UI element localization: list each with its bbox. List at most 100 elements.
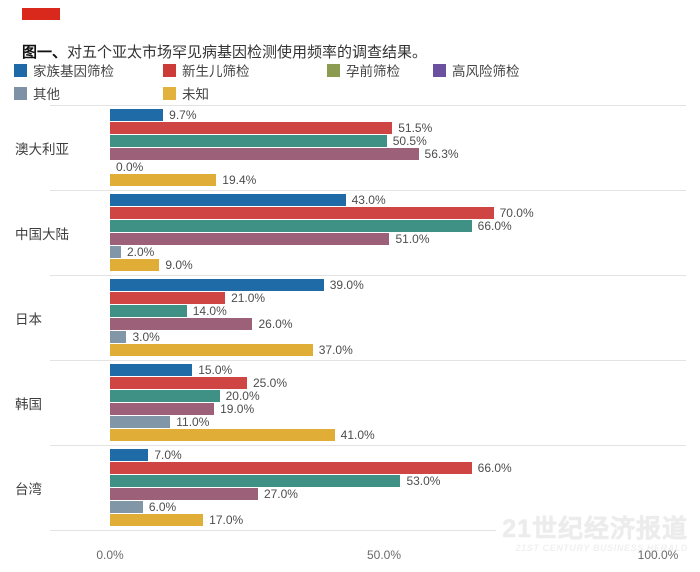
bar-row: 17.0% xyxy=(110,513,700,527)
group-separator xyxy=(50,360,686,361)
bar-value-label: 66.0% xyxy=(477,461,512,475)
figure-title-prefix: 图一、 xyxy=(22,44,68,61)
chart-bottom-separator xyxy=(50,530,686,531)
bar-value-label: 50.5% xyxy=(392,134,427,148)
bar-value-label: 25.0% xyxy=(253,376,288,390)
bar-group: 39.0% 21.0% 14.0% 26.0% 3.0% 37.0% xyxy=(110,278,700,357)
figure-marker xyxy=(22,8,60,20)
bar-group: 15.0% 25.0% 20.0% 19.0% 11.0% 41.0% xyxy=(110,363,700,442)
bar xyxy=(110,246,121,258)
bar xyxy=(110,318,253,330)
bar-row: 2.0% xyxy=(110,245,700,259)
group-separator xyxy=(50,190,686,191)
bar-row: 37.0% xyxy=(110,343,700,357)
bar-value-label: 41.0% xyxy=(340,428,375,442)
bar-value-label: 26.0% xyxy=(258,317,293,331)
legend-item: 家族基因筛检 xyxy=(14,60,114,80)
bar-value-label: 70.0% xyxy=(499,206,534,220)
legend-item: 孕前筛检 xyxy=(327,60,400,80)
bar-row: 25.0% xyxy=(110,376,700,390)
legend-label: 孕前筛检 xyxy=(346,64,400,79)
bar-row: 3.0% xyxy=(110,330,700,344)
bar-value-label: 11.0% xyxy=(176,415,210,429)
bar-value-label: 19.0% xyxy=(220,402,255,416)
bar-value-label: 51.5% xyxy=(398,121,433,135)
bar xyxy=(110,109,164,121)
category-label: 台湾 xyxy=(15,481,42,497)
bar xyxy=(110,259,160,271)
bar xyxy=(110,122,393,134)
group-separator xyxy=(50,445,686,446)
bar-value-label: 19.4% xyxy=(222,173,257,187)
bar-value-label: 51.0% xyxy=(395,232,430,246)
bar xyxy=(110,292,226,304)
bar-row: 51.0% xyxy=(110,232,700,246)
bar-row: 70.0% xyxy=(110,206,700,220)
bar xyxy=(110,331,127,343)
figure-title-text: 对五个亚太市场罕见病基因检测使用频率的调查结果。 xyxy=(67,44,428,61)
bar-row: 43.0% xyxy=(110,193,700,207)
category-label: 韩国 xyxy=(15,396,42,412)
bar xyxy=(110,194,346,206)
bar-row: 11.0% xyxy=(110,415,700,429)
bar-row: 51.5% xyxy=(110,121,700,135)
bar-row: 6.0% xyxy=(110,500,700,514)
legend-swatch xyxy=(163,63,176,77)
bar-row: 26.0% xyxy=(110,317,700,331)
bar-value-label: 21.0% xyxy=(231,291,266,305)
bar xyxy=(110,377,247,389)
bar-row: 0.0% xyxy=(110,160,700,174)
legend-swatch xyxy=(163,86,176,100)
x-tick-label: 0.0% xyxy=(96,548,124,562)
bar-value-label: 9.7% xyxy=(169,108,197,122)
bar-value-label: 37.0% xyxy=(318,343,353,357)
bar xyxy=(110,364,193,376)
bar-value-label: 17.0% xyxy=(209,513,244,527)
bar-value-label: 14.0% xyxy=(192,304,227,318)
legend-swatch xyxy=(14,86,27,100)
bar-row: 15.0% xyxy=(110,363,700,377)
watermark-en-text: 21ST CENTURY BUSINESS HERALD xyxy=(515,543,688,553)
bar-row: 66.0% xyxy=(110,461,700,475)
bar xyxy=(110,390,220,402)
bar xyxy=(110,233,390,245)
bar-row: 53.0% xyxy=(110,474,700,488)
legend-row: 家族基因筛检 新生儿筛检 孕前筛检 高风险筛检 xyxy=(14,58,694,81)
bar xyxy=(110,344,313,356)
bar-value-label: 43.0% xyxy=(351,193,386,207)
bar-chart: 澳大利亚 9.7% 51.5% 50.5% 56.3% 0.0% 19.4% 中国大陆 43.0… xyxy=(0,105,700,531)
group-separator xyxy=(50,105,686,106)
bar xyxy=(110,135,387,147)
bar-value-label: 20.0% xyxy=(225,389,260,403)
bar-row: 19.0% xyxy=(110,402,700,416)
chart-group: 中国大陆 43.0% 70.0% 66.0% 51.0% 2.0% 9.0% xyxy=(0,190,700,275)
figure-title: 图一、对五个亚太市场罕见病基因检测使用频率的调查结果。 xyxy=(22,41,427,62)
bar-group: 9.7% 51.5% 50.5% 56.3% 0.0% 19.4% xyxy=(110,108,700,187)
bar xyxy=(110,416,171,428)
bar-value-label: 56.3% xyxy=(424,147,459,161)
bar-value-label: 53.0% xyxy=(406,474,441,488)
bar xyxy=(110,514,204,526)
bar xyxy=(110,207,494,219)
bar-value-label: 0.0% xyxy=(116,160,144,174)
bar xyxy=(110,501,143,513)
chart-group: 日本 39.0% 21.0% 14.0% 26.0% 3.0% 37.0% xyxy=(0,275,700,360)
bar-row: 66.0% xyxy=(110,219,700,233)
chart-group: 韩国 15.0% 25.0% 20.0% 19.0% 11.0% 41.0% xyxy=(0,360,700,445)
bar-row: 19.4% xyxy=(110,173,700,187)
bar-row: 21.0% xyxy=(110,291,700,305)
bar-value-label: 7.0% xyxy=(154,448,182,462)
bar-value-label: 9.0% xyxy=(165,258,193,272)
legend-item: 高风险筛检 xyxy=(433,60,520,80)
chart-legend: 家族基因筛检 新生儿筛检 孕前筛检 高风险筛检 其他 未知 xyxy=(14,58,694,104)
bar-row: 14.0% xyxy=(110,304,700,318)
bar xyxy=(110,429,335,441)
watermark: 21世纪经济报道 21ST CENTURY BUSINESS HERALD xyxy=(496,515,688,554)
x-tick-label: 100.0% xyxy=(637,548,679,562)
legend-label: 高风险筛检 xyxy=(452,64,520,79)
bar xyxy=(110,279,324,291)
bar-value-label: 2.0% xyxy=(126,245,155,259)
chart-group: 澳大利亚 9.7% 51.5% 50.5% 56.3% 0.0% 19.4% xyxy=(0,105,700,190)
bar-value-label: 39.0% xyxy=(329,278,364,292)
bar-row: 20.0% xyxy=(110,389,700,403)
